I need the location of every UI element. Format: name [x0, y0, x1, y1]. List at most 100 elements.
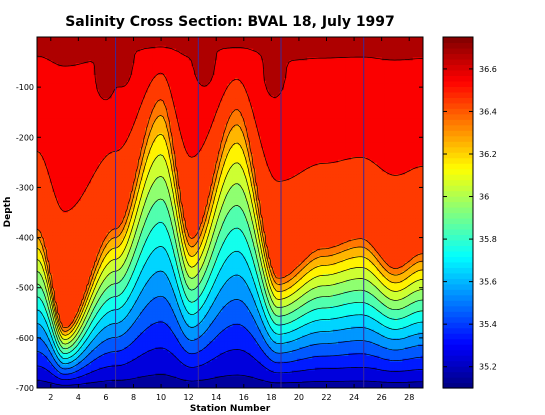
field-cell: [139, 60, 144, 64]
field-cell: [284, 60, 288, 64]
field-cell: [299, 66, 303, 70]
field-cell: [183, 42, 187, 47]
field-cell: [320, 69, 324, 73]
field-cell: [374, 66, 378, 70]
field-cell: [327, 77, 331, 82]
field-cell: [356, 37, 360, 41]
field-cell: [309, 42, 313, 47]
field-cell: [211, 77, 216, 82]
field-cell: [368, 39, 373, 44]
field-cell: [312, 75, 316, 79]
field-cell: [188, 66, 192, 70]
field-cell: [224, 37, 229, 41]
field-cell: [268, 42, 272, 47]
field-cell: [147, 42, 151, 47]
field-cell: [191, 69, 195, 73]
field-cell: [209, 48, 213, 53]
field-cell: [49, 37, 54, 41]
field-cell: [170, 77, 174, 82]
field-cell: [356, 80, 360, 85]
field-cell: [142, 83, 146, 88]
field-cell: [85, 80, 90, 85]
field-cell: [340, 45, 344, 50]
field-cell: [183, 45, 187, 50]
field-cell: [67, 54, 72, 59]
field-cell: [111, 54, 115, 59]
field-cell: [93, 51, 97, 56]
field-cell: [78, 83, 82, 88]
field-cell: [330, 75, 334, 79]
field-cell: [119, 80, 123, 85]
field-cell: [386, 54, 391, 59]
field-cell: [219, 51, 223, 56]
field-cell: [235, 48, 239, 53]
field-cell: [175, 63, 180, 67]
field-cell: [152, 63, 156, 67]
field-cell: [129, 54, 133, 59]
field-cell: [338, 80, 342, 85]
field-cell: [420, 72, 423, 76]
field-cell: [327, 80, 331, 85]
field-cell: [340, 39, 344, 44]
field-cell: [235, 63, 239, 67]
field-cell: [111, 77, 115, 82]
field-cell: [302, 80, 306, 85]
field-cell: [37, 72, 41, 76]
field-cell: [181, 72, 185, 76]
field-cell: [325, 39, 329, 44]
field-cell: [224, 57, 229, 61]
field-cell: [139, 48, 144, 53]
field-cell: [242, 63, 247, 67]
field-cell: [399, 77, 404, 82]
field-cell: [134, 45, 138, 50]
field-cell: [345, 77, 349, 82]
field-cell: [299, 45, 303, 50]
field-cell: [91, 54, 95, 59]
field-cell: [276, 77, 280, 82]
field-cell: [379, 45, 383, 50]
field-cell: [152, 77, 156, 82]
field-cell: [404, 80, 409, 85]
field-cell: [307, 37, 311, 41]
field-cell: [237, 77, 241, 82]
field-cell: [312, 48, 316, 53]
field-cell: [415, 66, 419, 70]
field-cell: [230, 39, 234, 44]
field-cell: [258, 69, 262, 73]
field-cell: [392, 72, 396, 76]
field-cell: [348, 77, 352, 82]
field-cell: [55, 80, 59, 85]
field-cell: [101, 57, 105, 61]
field-cell: [206, 69, 211, 73]
field-cell: [85, 57, 90, 61]
field-cell: [268, 69, 272, 73]
field-cell: [111, 37, 115, 41]
field-cell: [392, 42, 396, 47]
field-cell: [307, 75, 311, 79]
field-cell: [289, 51, 293, 56]
field-cell: [62, 75, 66, 79]
field-cell: [302, 42, 306, 47]
field-cell: [230, 72, 234, 76]
field-cell: [103, 63, 108, 67]
field-cell: [278, 80, 283, 85]
field-cell: [181, 51, 185, 56]
field-cell: [142, 63, 146, 67]
field-cell: [55, 63, 59, 67]
field-cell: [217, 77, 221, 82]
field-cell: [407, 75, 411, 79]
field-cell: [116, 51, 120, 56]
field-cell: [127, 42, 131, 47]
field-cell: [240, 48, 244, 53]
field-cell: [255, 45, 259, 50]
field-cell: [193, 51, 198, 56]
field-cell: [386, 42, 391, 47]
field-cell: [227, 57, 231, 61]
field-cell: [415, 63, 419, 67]
field-cell: [235, 39, 239, 44]
field-cell: [345, 37, 349, 41]
field-cell: [340, 48, 344, 53]
field-cell: [201, 69, 205, 73]
field-cell: [188, 75, 192, 79]
field-cell: [75, 54, 79, 59]
